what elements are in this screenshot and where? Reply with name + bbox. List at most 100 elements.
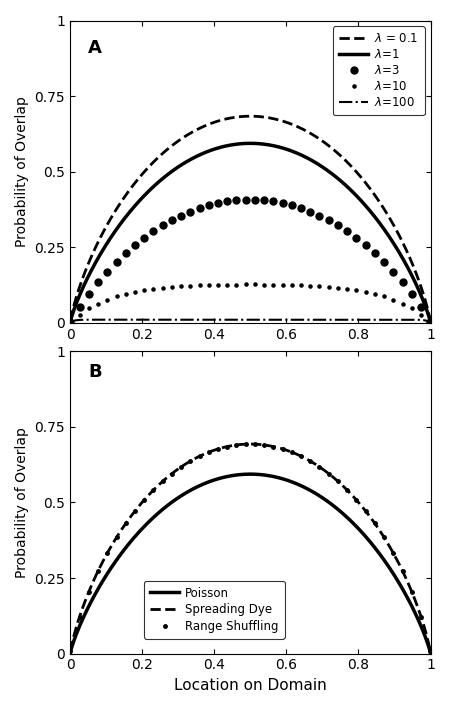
Range Shuffling [391, 549, 396, 557]
Spreading Dye [289, 448, 294, 457]
Range Shuffling [188, 457, 193, 465]
$\lambda$=3 [68, 318, 73, 326]
Range Shuffling [68, 647, 73, 656]
$\lambda$=10 [68, 318, 73, 326]
$\lambda$=3 [280, 199, 285, 207]
$\lambda$=3 [169, 216, 175, 224]
$\lambda$=3 [428, 318, 433, 326]
$\lambda$=3 [77, 302, 82, 311]
Spreading Dye [69, 641, 74, 649]
$\lambda$=3 [160, 221, 165, 229]
Range Shuffling [169, 469, 175, 478]
$\lambda$=10 [206, 281, 211, 290]
Legend: Poisson, Spreading Dye, Range Shuffling: Poisson, Spreading Dye, Range Shuffling [144, 581, 284, 639]
$\lambda$=100 [282, 316, 287, 324]
Range Shuffling [280, 445, 285, 453]
Y-axis label: Probability of Overlap: Probability of Overlap [15, 96, 29, 247]
$\lambda$=10 [261, 280, 267, 289]
$\lambda$ = 0.1 [68, 316, 73, 325]
$\lambda$=3 [215, 199, 220, 207]
$\lambda$=3 [381, 258, 387, 266]
$\lambda$=10 [188, 282, 193, 290]
$\lambda$=10 [215, 280, 220, 289]
$\lambda$=10 [169, 282, 175, 291]
$\lambda$=3 [326, 216, 331, 224]
$\lambda$=1 [372, 212, 378, 221]
$\lambda$=3 [123, 249, 128, 258]
Poisson [68, 648, 73, 656]
Range Shuffling [215, 445, 220, 453]
Range Shuffling [381, 533, 387, 542]
Range Shuffling [178, 462, 184, 471]
$\lambda$=10 [326, 282, 331, 291]
$\lambda$=10 [428, 318, 433, 326]
$\lambda$=100 [372, 316, 378, 324]
$\lambda$=10 [418, 310, 424, 319]
$\lambda$=3 [104, 268, 110, 276]
$\lambda$=3 [344, 227, 350, 236]
Range Shuffling [307, 457, 313, 465]
$\lambda$=1 [428, 317, 433, 326]
$\lambda$=10 [409, 304, 414, 313]
$\lambda$=10 [307, 282, 313, 290]
$\lambda$=10 [289, 281, 294, 290]
Poisson [395, 576, 400, 585]
Poisson [282, 475, 287, 484]
$\lambda$=10 [381, 292, 387, 301]
$\lambda$ = 0.1 [69, 310, 74, 319]
$\lambda$=1 [247, 139, 252, 147]
$\lambda$=3 [418, 302, 424, 311]
Range Shuffling [252, 440, 257, 448]
Range Shuffling [123, 519, 128, 527]
$\lambda$=10 [317, 282, 322, 290]
Range Shuffling [151, 486, 156, 494]
Range Shuffling [270, 442, 276, 451]
Line: Spreading Dye: Spreading Dye [70, 444, 430, 651]
$\lambda$=100 [246, 316, 251, 324]
Range Shuffling [298, 452, 304, 460]
$\lambda$ = 0.1 [283, 118, 288, 126]
Range Shuffling [335, 477, 341, 486]
Range Shuffling [344, 486, 350, 494]
$\lambda$=3 [234, 196, 239, 205]
Line: $\lambda$=3: $\lambda$=3 [67, 196, 434, 326]
$\lambda$=3 [95, 278, 101, 287]
$\lambda$=1 [395, 246, 400, 254]
Range Shuffling [132, 507, 138, 515]
$\lambda$=10 [178, 282, 184, 290]
Poisson [372, 544, 378, 552]
Poisson [289, 478, 294, 486]
$\lambda$=3 [335, 221, 341, 229]
$\lambda$=10 [132, 287, 138, 296]
$\lambda$=1 [289, 147, 294, 155]
Range Shuffling [206, 448, 211, 457]
$\lambda$=10 [298, 281, 304, 290]
$\lambda$=10 [363, 287, 368, 296]
Range Shuffling [86, 588, 91, 596]
$\lambda$=3 [400, 278, 405, 287]
Range Shuffling [197, 452, 202, 460]
$\lambda$=3 [317, 211, 322, 219]
Range Shuffling [289, 448, 294, 457]
Spreading Dye [372, 519, 378, 527]
Range Shuffling [95, 566, 101, 575]
$\lambda$=100 [69, 317, 74, 326]
Range Shuffling [409, 588, 414, 596]
$\lambda$=3 [261, 196, 267, 205]
Line: $\lambda$ = 0.1: $\lambda$ = 0.1 [70, 116, 430, 321]
Y-axis label: Probability of Overlap: Probability of Overlap [15, 427, 29, 578]
Range Shuffling [243, 440, 248, 448]
$\lambda$=1 [283, 144, 288, 153]
$\lambda$=10 [197, 281, 202, 290]
Poisson [69, 644, 74, 652]
$\lambda$=3 [307, 207, 313, 216]
$\lambda$=10 [114, 292, 119, 301]
$\lambda$=3 [132, 241, 138, 249]
Range Shuffling [234, 440, 239, 449]
$\lambda$=3 [252, 195, 257, 204]
$\lambda$=10 [335, 284, 341, 292]
Text: A: A [88, 39, 102, 57]
$\lambda$=10 [225, 280, 230, 289]
$\lambda$=10 [280, 280, 285, 289]
Legend: $\lambda$ = 0.1, $\lambda$=1, $\lambda$=3, $\lambda$=10, $\lambda$=100: $\lambda$ = 0.1, $\lambda$=1, $\lambda$=… [333, 26, 425, 115]
